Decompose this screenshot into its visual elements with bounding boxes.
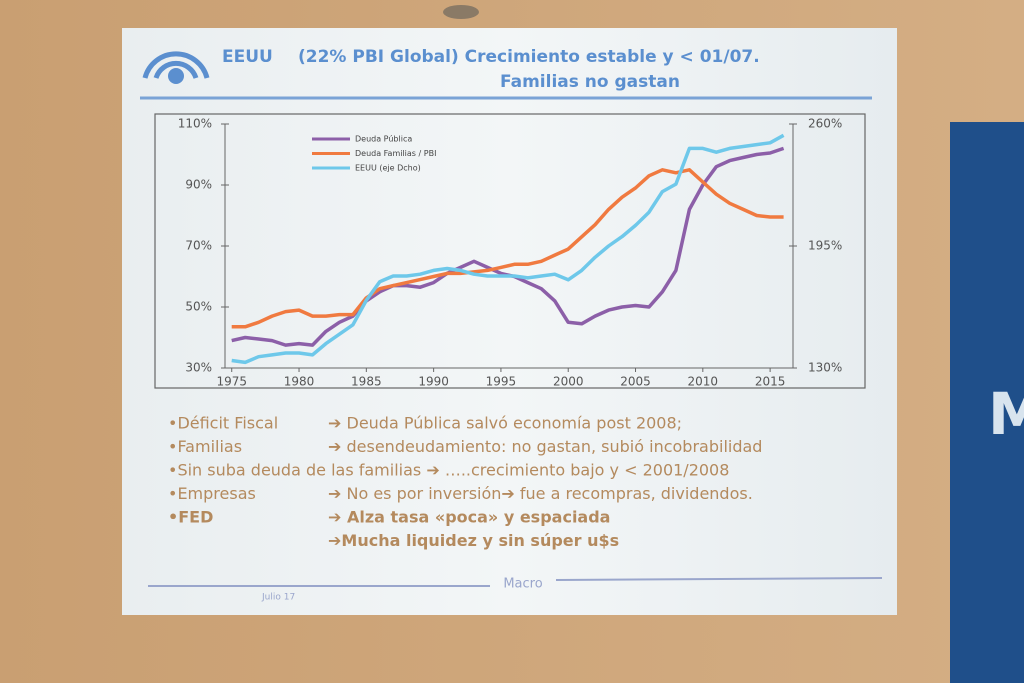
bullet-label: •Déficit Fiscal xyxy=(168,414,278,433)
y-tick-label: 70% xyxy=(185,239,212,253)
x-tick-label: 2005 xyxy=(620,375,651,389)
bullet-text: ➔ No es por inversión➔ fue a recompras, … xyxy=(328,484,753,503)
bullet-label: •FED xyxy=(168,508,213,527)
chart: 30% 50% 70% 90% 110% 130% 195% 260% 1975 1980 1985… xyxy=(178,117,843,389)
x-tick-label: 1990 xyxy=(418,375,449,389)
x-tick-label: 2015 xyxy=(755,375,786,389)
slide xyxy=(122,28,897,615)
x-tick-label: 1985 xyxy=(351,375,382,389)
logo-dot xyxy=(168,68,184,84)
y2-tick-label: 260% xyxy=(808,117,842,131)
legend-label: Deuda Familias / PBI xyxy=(355,149,436,158)
x-tick-label: 1975 xyxy=(216,375,247,389)
bullet-text: ➔ Deuda Pública salvó economía post 2008… xyxy=(328,414,682,433)
y2-tick-label: 130% xyxy=(808,361,842,375)
x-tick-label: 2010 xyxy=(688,375,719,389)
footer: Macro xyxy=(503,577,542,592)
bullet-label: •Empresas xyxy=(168,484,256,503)
bullet-label: •Familias xyxy=(168,437,242,456)
banner-text: M xyxy=(988,380,1024,448)
x-tick-label: 2000 xyxy=(553,375,584,389)
plot-frame xyxy=(154,113,866,389)
title-part: (22% PBI Global) Crecimiento estable y <… xyxy=(298,47,760,67)
x-tick-label: 1980 xyxy=(284,375,315,389)
y2-tick-label: 195% xyxy=(808,239,842,253)
bullet-text: ➔Mucha liquidez y sin súper u$s xyxy=(328,531,619,550)
banner xyxy=(950,122,1024,683)
legend-label: EEUU (eje Dcho) xyxy=(355,164,421,173)
y-tick-label: 50% xyxy=(185,300,212,314)
bullet-text: •Sin suba deuda de las familias ➔ …..cre… xyxy=(168,461,729,480)
title-part: Familias no gastan xyxy=(500,72,680,92)
projector xyxy=(443,5,479,19)
y-tick-label: 110% xyxy=(178,117,212,131)
logo xyxy=(142,51,210,79)
legend-label: Deuda Pública xyxy=(355,135,412,144)
x-tick-label: 1995 xyxy=(486,375,517,389)
y-tick-label: 30% xyxy=(185,361,212,375)
bullet-text: ➔ desendeudamiento: no gastan, subió inc… xyxy=(328,437,762,456)
date: Julio 17 xyxy=(261,593,295,603)
title-part: EEUU xyxy=(222,47,273,67)
bullets: •Déficit Fiscal ➔ Deuda Pública salvó eco… xyxy=(168,414,762,551)
footer-rule xyxy=(555,577,883,581)
series-line xyxy=(231,168,784,329)
y-tick-label: 90% xyxy=(185,178,212,192)
series-line xyxy=(231,133,785,365)
bullet-text: ➔ Alza tasa «poca» y espaciada xyxy=(328,508,610,527)
